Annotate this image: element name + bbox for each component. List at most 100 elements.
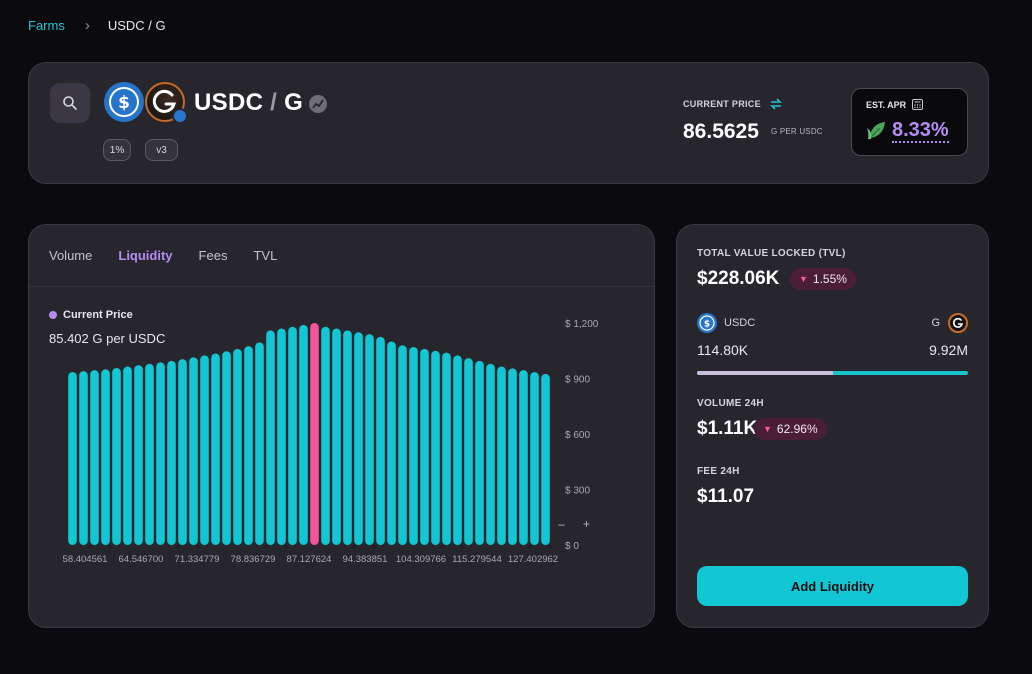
tab-tvl[interactable]: TVL <box>253 248 278 263</box>
liquidity-bar[interactable] <box>332 328 341 545</box>
network-badge-icon <box>172 108 188 124</box>
tvl-label: TOTAL VALUE LOCKED (TVL) <box>697 248 846 259</box>
liquidity-bar[interactable] <box>398 345 407 545</box>
x-tick-label: 64.546700 <box>119 554 164 565</box>
liquidity-bar[interactable] <box>497 366 506 545</box>
usdc-token-icon: $ <box>104 82 144 122</box>
liquidity-bar[interactable] <box>211 353 220 545</box>
tabs-divider <box>29 286 654 287</box>
chevron-right-icon: › <box>84 17 90 34</box>
liquidity-bar[interactable] <box>277 328 286 545</box>
apr-label: EST. APR <box>866 99 924 110</box>
search-icon <box>63 96 77 110</box>
pool-header-panel: $ USDC / G 1% v3 CURRENT PRICE 86.5625 G… <box>28 62 989 184</box>
liquidity-bar[interactable] <box>233 348 242 545</box>
x-tick-label: 127.402962 <box>508 554 558 565</box>
y-tick-label: $ 0 <box>565 541 579 552</box>
liquidity-bar[interactable] <box>376 336 385 546</box>
chart-panel: Volume Liquidity Fees TVL Current Price … <box>28 224 655 628</box>
tab-fees[interactable]: Fees <box>198 248 228 263</box>
liquidity-bar[interactable] <box>519 370 528 545</box>
chart-current-price-text: 85.402 G per USDC <box>49 331 166 346</box>
fee-value: $11.07 <box>697 486 755 507</box>
liquidity-bar[interactable] <box>321 326 330 545</box>
zoom-out-button[interactable]: – <box>558 517 565 531</box>
liquidity-bar[interactable] <box>156 362 165 545</box>
liquidity-bar[interactable] <box>178 359 187 545</box>
liquidity-bar[interactable] <box>453 355 462 546</box>
liquidity-bar[interactable] <box>266 330 275 545</box>
liquidity-bar[interactable] <box>464 358 473 545</box>
breadcrumb: Farms › USDC / G <box>28 17 166 34</box>
liquidity-bar[interactable] <box>145 363 154 545</box>
current-price-label: CURRENT PRICE <box>683 98 783 110</box>
liquidity-bar[interactable] <box>288 326 297 545</box>
liquidity-bar[interactable] <box>354 332 363 545</box>
fee-tier-badge: 1% <box>103 139 131 161</box>
liquidity-chart: $ 1,200 $ 900 $ 600 $ 300 $ 0 58.404561 64.546… <box>63 319 599 565</box>
analytics-icon[interactable] <box>309 95 327 113</box>
apr-value[interactable]: 8.33% <box>892 119 949 143</box>
tab-liquidity[interactable]: Liquidity <box>118 248 173 263</box>
liquidity-bar[interactable] <box>200 355 209 546</box>
usdc-token-icon: $ <box>697 313 717 333</box>
apr-box: EST. APR 8.33% <box>851 88 968 156</box>
liquidity-bar[interactable] <box>420 348 429 545</box>
liquidity-bar[interactable] <box>486 363 495 545</box>
x-tick-label: 71.334779 <box>175 554 220 565</box>
tab-volume[interactable]: Volume <box>49 248 93 263</box>
liquidity-bar[interactable] <box>299 324 308 545</box>
swap-arrows-icon[interactable] <box>769 98 783 110</box>
legend-dot-icon <box>49 311 57 319</box>
liquidity-bar[interactable] <box>409 347 418 545</box>
breadcrumb-farms-link[interactable]: Farms <box>28 18 65 33</box>
token0-symbol: USDC <box>724 317 756 329</box>
pair-token-icons: $ <box>104 82 188 126</box>
x-tick-label: 87.127624 <box>287 554 332 565</box>
volume-label: VOLUME 24H <box>697 398 764 409</box>
token-ratio-fill <box>697 371 833 375</box>
calculator-icon[interactable] <box>912 99 924 110</box>
g-token-icon <box>948 313 968 333</box>
liquidity-bar[interactable] <box>79 371 88 545</box>
token0-amount: 114.80K <box>697 342 749 358</box>
leaf-icon <box>867 122 885 139</box>
down-triangle-icon: ▼ <box>799 274 808 284</box>
liquidity-bar[interactable] <box>167 360 176 545</box>
liquidity-bar[interactable] <box>365 334 374 545</box>
zoom-in-button[interactable]: + <box>583 517 591 531</box>
token1-symbol: G <box>931 317 940 329</box>
current-price-unit: G PER USDC <box>771 127 823 136</box>
liquidity-bar[interactable] <box>189 357 198 545</box>
liquidity-bar[interactable] <box>343 330 352 545</box>
volume-value: $1.11K <box>697 418 758 439</box>
x-tick-label: 104.309766 <box>396 554 446 565</box>
liquidity-bar[interactable] <box>541 373 550 546</box>
pair-title: USDC / G <box>194 89 304 116</box>
add-liquidity-button[interactable]: Add Liquidity <box>697 566 968 606</box>
y-tick-label: $ 600 <box>565 430 590 441</box>
liquidity-bar[interactable] <box>387 341 396 546</box>
liquidity-bar[interactable] <box>244 346 253 546</box>
liquidity-bar[interactable] <box>90 370 99 545</box>
x-tick-label: 78.836729 <box>231 554 276 565</box>
tvl-value: $228.06K <box>697 268 780 289</box>
liquidity-bar[interactable] <box>442 352 451 545</box>
liquidity-bar[interactable] <box>475 360 484 545</box>
search-button[interactable] <box>50 83 90 123</box>
liquidity-bar[interactable] <box>112 367 121 545</box>
pool-stats-panel: TOTAL VALUE LOCKED (TVL) $228.06K ▼ 1.55%… <box>676 224 989 628</box>
liquidity-bar[interactable] <box>222 351 231 545</box>
liquidity-bar[interactable] <box>101 369 110 545</box>
token-ratio-bar <box>697 371 968 375</box>
current-price-bar[interactable] <box>310 323 319 545</box>
liquidity-bar[interactable] <box>255 342 264 545</box>
liquidity-bar[interactable] <box>123 366 132 545</box>
liquidity-bar[interactable] <box>431 350 440 545</box>
liquidity-bar[interactable] <box>508 368 517 545</box>
current-price-value: 86.5625 <box>683 120 759 143</box>
liquidity-bar[interactable] <box>68 372 77 545</box>
svg-text:$: $ <box>118 93 130 113</box>
liquidity-bar[interactable] <box>530 372 539 545</box>
liquidity-bar[interactable] <box>134 365 143 545</box>
